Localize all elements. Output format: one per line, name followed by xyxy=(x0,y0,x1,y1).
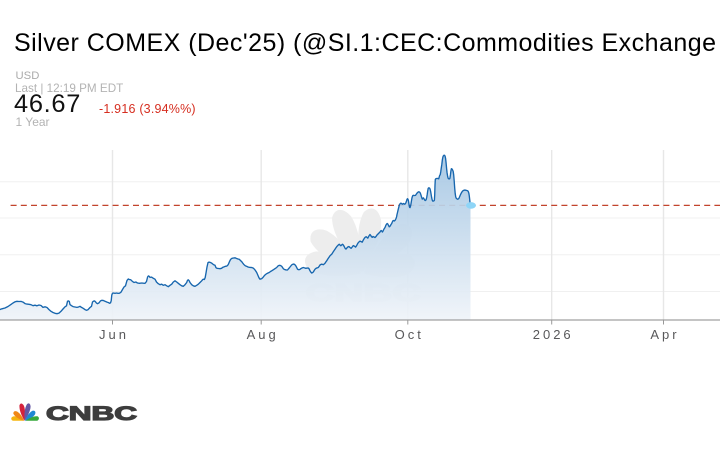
svg-text:Aug: Aug xyxy=(247,327,279,342)
svg-text:2026: 2026 xyxy=(533,327,574,342)
svg-text:CNBC: CNBC xyxy=(46,403,137,425)
svg-text:Apr: Apr xyxy=(650,327,679,342)
svg-text:Oct: Oct xyxy=(395,327,424,342)
svg-text:Jun: Jun xyxy=(99,327,129,342)
